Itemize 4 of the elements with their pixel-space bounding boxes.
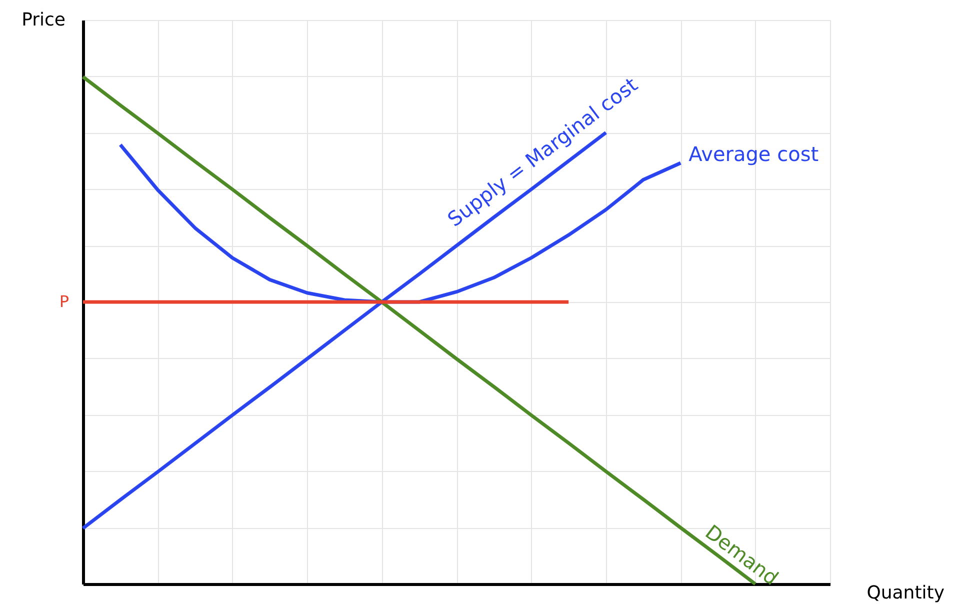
series-label: Average cost — [688, 142, 819, 166]
x-axis-title: Quantity — [866, 582, 945, 604]
y-axis-title: Price — [22, 10, 66, 30]
series-label: P — [59, 292, 70, 311]
